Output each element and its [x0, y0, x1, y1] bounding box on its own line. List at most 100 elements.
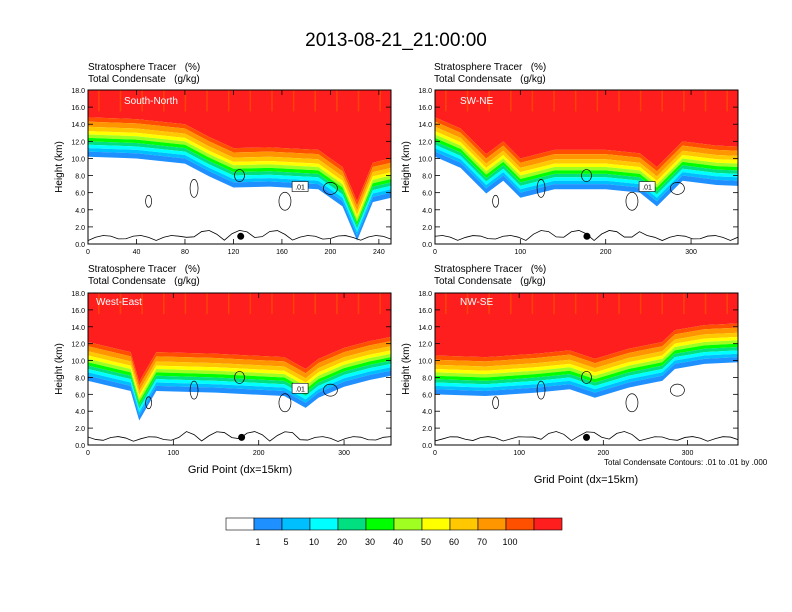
y-tick-label: 4.0 — [422, 409, 432, 416]
panel-4-field — [435, 293, 738, 442]
y-tick-label: 4.0 — [75, 208, 85, 215]
x-tick-label: 0 — [433, 249, 437, 256]
panel4-title-line1: Stratosphere Tracer (%) — [434, 264, 547, 275]
y-axis-label: Height (km) — [54, 343, 65, 395]
x-tick-label: 300 — [682, 450, 694, 457]
tracer-band-2 — [88, 121, 391, 211]
colorbar-label: 70 — [477, 537, 487, 547]
tracer-band-6 — [435, 343, 738, 383]
panel1-title: Stratosphere Tracer (%) Total Condensate … — [88, 62, 200, 86]
colorbar-label: 30 — [365, 537, 375, 547]
y-tick-label: 2.0 — [75, 225, 85, 232]
panel2-title: Stratosphere Tracer (%) Total Condensate … — [434, 62, 546, 86]
colorbar-label: 100 — [502, 537, 517, 547]
y-tick-label: 14.0 — [71, 325, 85, 332]
y-tick-label: 4.0 — [75, 409, 85, 416]
terrain-contour — [435, 431, 738, 442]
contour-note: Total Condensate Contours: .01 to .01 by… — [604, 458, 768, 467]
x-tick-label: 100 — [515, 249, 527, 256]
tracer-band-8 — [435, 350, 738, 390]
tracer-band-3 — [88, 126, 391, 215]
y-tick-label: 10.0 — [71, 156, 85, 163]
colorbar-swatch — [533, 517, 563, 531]
y-tick-label: 2.0 — [75, 426, 85, 433]
condensate-contour — [581, 169, 592, 182]
panel-3: .01 0.0 2.0 4.0 6.0 8.0 10.0 12.0 14.0 16.0 18.0 0 1… — [54, 291, 392, 457]
y-tick-label: 0.0 — [75, 443, 85, 450]
plot-frame — [87, 89, 392, 245]
x-tick-label: 240 — [373, 249, 385, 256]
y-tick-label: 14.0 — [71, 122, 85, 129]
condensate-contour — [492, 396, 499, 410]
y-tick-label: 6.0 — [422, 191, 432, 198]
contour-label-box — [291, 382, 309, 394]
condensate-contour — [234, 371, 245, 384]
stratosphere-core — [88, 293, 391, 382]
condensate-contour — [323, 182, 338, 195]
x-tick-label: 200 — [597, 450, 609, 457]
y-tick-label: 16.0 — [418, 105, 432, 112]
panel3-x-axis-label: Grid Point (dx=15km) — [187, 464, 293, 476]
condensate-contour — [581, 371, 592, 384]
y-tick-label: 16.0 — [71, 308, 85, 315]
panel-label: West-East — [96, 297, 142, 308]
tracer-band-10 — [88, 151, 391, 241]
y-tick-label: 14.0 — [418, 122, 432, 129]
y-tick-label: 12.0 — [418, 139, 432, 146]
colorbar-swatch — [477, 517, 507, 531]
colorbar-swatch — [337, 517, 367, 531]
y-axis-label: Height (km) — [401, 141, 412, 193]
panel3-title-line1: Stratosphere Tracer (%) — [88, 264, 201, 275]
y-tick-label: 6.0 — [422, 392, 432, 399]
tracer-band-4 — [435, 336, 738, 376]
colorbar-swatch — [225, 517, 255, 531]
condensate-contour — [323, 383, 338, 397]
colorbar-label: 40 — [393, 537, 403, 547]
panel1-title-line2: Total Condensate (g/kg) — [88, 74, 200, 85]
panel4-title-line2: Total Condensate (g/kg) — [434, 276, 546, 287]
tracer-band-7 — [88, 141, 391, 229]
figure-title: 2013-08-21_21:00:00 — [305, 30, 487, 51]
condensate-contour — [536, 179, 546, 198]
terrain-contour — [88, 431, 391, 442]
panel-4: 0.0 2.0 4.0 6.0 8.0 10.0 12.0 14.0 16.0 18.0 0 100 2… — [401, 291, 739, 457]
x-tick-label: 200 — [253, 450, 265, 457]
y-tick-label: 0.0 — [422, 443, 432, 450]
x-tick-label: 0 — [86, 249, 90, 256]
colorbar-swatch — [505, 517, 535, 531]
panel3-title: Stratosphere Tracer (%) Total Condensate … — [88, 264, 200, 288]
y-tick-label: 8.0 — [75, 174, 85, 181]
tracer-band-8 — [88, 144, 391, 233]
x-tick-label: 300 — [685, 249, 697, 256]
condensate-contour — [625, 191, 639, 211]
y-tick-label: 0.0 — [422, 242, 432, 249]
y-tick-label: 2.0 — [422, 426, 432, 433]
panel-2-field: .01 — [435, 90, 738, 242]
colorbar-swatch — [393, 517, 423, 531]
y-tick-label: 18.0 — [418, 88, 432, 95]
x-tick-label: 100 — [513, 450, 525, 457]
tracer-band-6 — [88, 137, 391, 226]
colorbar-label: 50 — [421, 537, 431, 547]
y-tick-label: 8.0 — [75, 375, 85, 382]
location-marker — [238, 433, 246, 441]
panel-label: SW-NE — [460, 96, 493, 107]
location-marker — [583, 232, 591, 240]
y-axis-label: Height (km) — [401, 343, 412, 395]
colorbar-swatch — [421, 517, 451, 531]
contour-label: .01 — [295, 386, 305, 393]
x-tick-label: 40 — [133, 249, 141, 256]
colorbar-label: 60 — [449, 537, 459, 547]
tracer-band-5 — [88, 134, 391, 222]
condensate-contour — [536, 380, 546, 400]
contour-label-box — [638, 181, 656, 192]
condensate-contour — [145, 396, 152, 410]
y-tick-label: 12.0 — [418, 342, 432, 349]
x-tick-label: 160 — [276, 249, 288, 256]
x-tick-label: 80 — [181, 249, 189, 256]
y-tick-label: 16.0 — [71, 105, 85, 112]
tracer-band-7 — [435, 347, 738, 386]
contour-label-box — [291, 181, 309, 192]
panel-2: .01 0.0 2.0 4.0 6.0 8.0 10.0 12.0 14.0 16.0 18.0 0 1… — [401, 88, 739, 256]
colorbar-label: 10 — [309, 537, 319, 547]
